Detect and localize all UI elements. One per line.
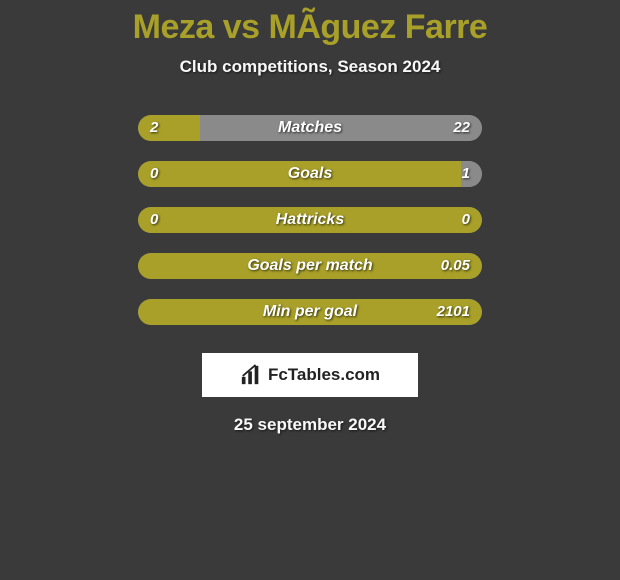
stat-row: 2101Min per goal bbox=[138, 299, 482, 325]
stat-bar: 222Matches bbox=[138, 115, 482, 141]
bar-chart-icon bbox=[240, 364, 262, 386]
stat-row: 00Hattricks bbox=[138, 207, 482, 233]
stat-label: Goals bbox=[138, 161, 482, 187]
brand-text: FcTables.com bbox=[268, 365, 380, 385]
stat-label: Min per goal bbox=[138, 299, 482, 325]
subtitle: Club competitions, Season 2024 bbox=[180, 57, 441, 77]
stat-bar: 01Goals bbox=[138, 161, 482, 187]
stat-label: Hattricks bbox=[138, 207, 482, 233]
stat-row: 01Goals bbox=[138, 161, 482, 187]
stat-bar: 2101Min per goal bbox=[138, 299, 482, 325]
date-line: 25 september 2024 bbox=[234, 415, 386, 435]
stat-bar: 00Hattricks bbox=[138, 207, 482, 233]
stat-row: 222Matches bbox=[138, 115, 482, 141]
stat-label: Goals per match bbox=[138, 253, 482, 279]
stat-row: 0.05Goals per match bbox=[138, 253, 482, 279]
page-title: Meza vs MÃ­guez Farre bbox=[133, 8, 488, 47]
stat-label: Matches bbox=[138, 115, 482, 141]
brand-attribution: FcTables.com bbox=[202, 353, 418, 397]
stat-bar: 0.05Goals per match bbox=[138, 253, 482, 279]
